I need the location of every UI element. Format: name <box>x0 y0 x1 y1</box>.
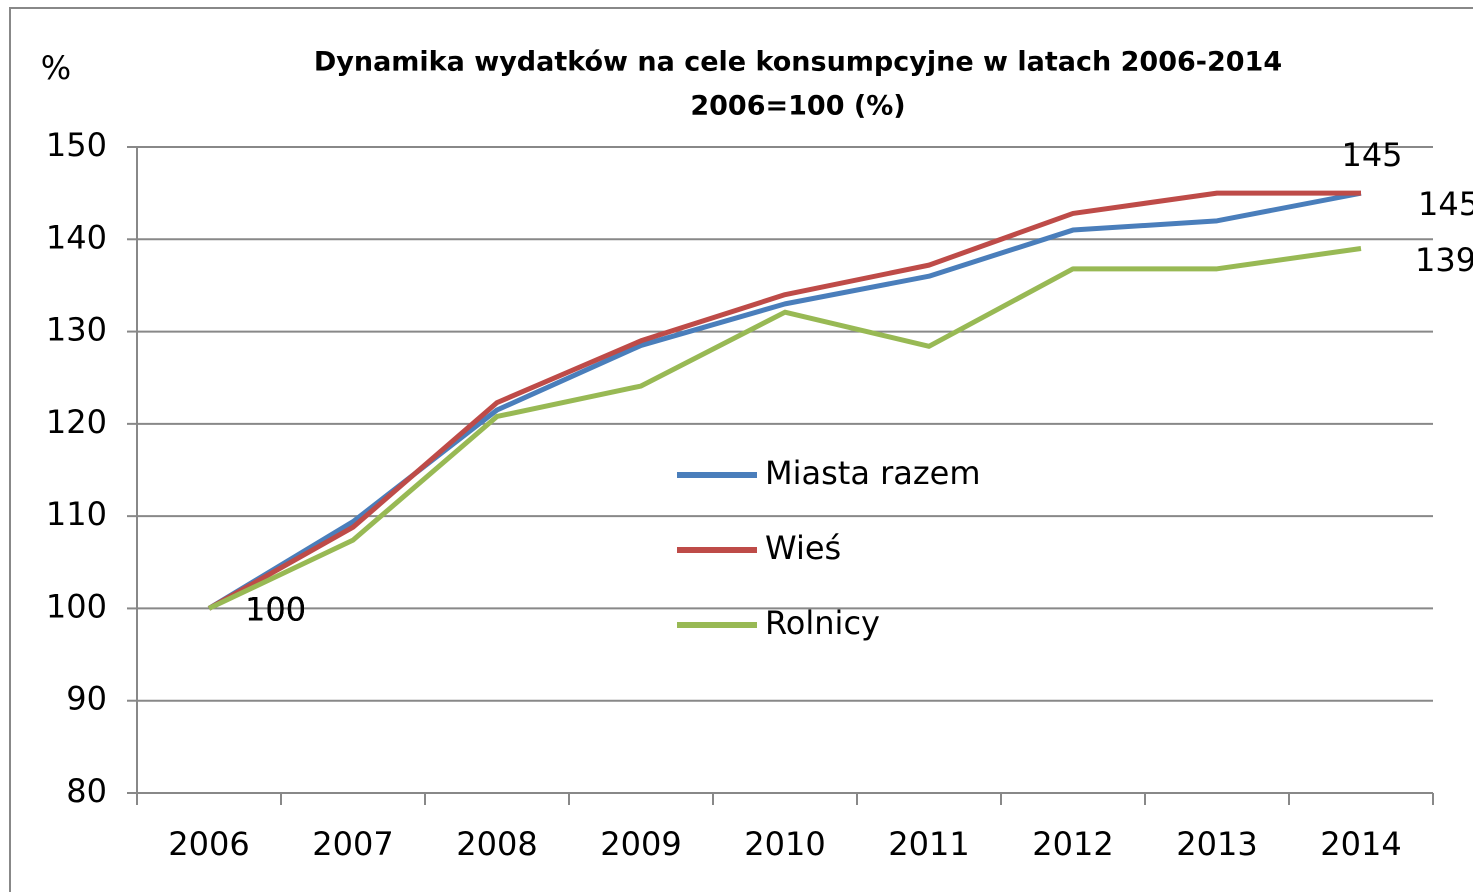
x-tick-label: 2008 <box>456 825 537 863</box>
y-tick-label: 110 <box>46 495 107 533</box>
data-label: 145 <box>1341 136 1402 174</box>
data-label: 100 <box>245 590 306 628</box>
x-tick-label: 2007 <box>312 825 393 863</box>
data-label: 100 <box>245 590 306 628</box>
x-tick-label: 2006 <box>168 825 249 863</box>
x-tick-label: 2009 <box>600 825 681 863</box>
y-tick-label: 150 <box>46 126 107 164</box>
chart-subtitle: 2006=100 (%) <box>690 91 905 122</box>
series-line <box>207 190 1361 611</box>
y-tick-label: 80 <box>66 772 107 810</box>
legend-label: Wieś <box>765 529 841 567</box>
y-tick-label: 90 <box>66 680 107 718</box>
x-tick-label: 2012 <box>1032 825 1113 863</box>
y-tick-label: 140 <box>46 218 107 256</box>
legend-label: Rolnicy <box>765 604 880 642</box>
chart-frame <box>9 7 1473 892</box>
data-label: 139 <box>1415 241 1473 279</box>
x-tick-label: 2013 <box>1176 825 1257 863</box>
y-tick-label: 130 <box>46 311 107 349</box>
x-tick-label: 2014 <box>1320 825 1401 863</box>
y-tick-label: 100 <box>46 587 107 625</box>
chart-title: Dynamika wydatków na cele konsumpcyjne w… <box>314 47 1282 78</box>
y-axis-label: % <box>41 49 71 87</box>
x-tick-label: 2011 <box>888 825 969 863</box>
series-line <box>207 246 1362 611</box>
legend-label: Miasta razem <box>765 454 981 492</box>
x-tick-label: 2010 <box>744 825 825 863</box>
data-label: 145 <box>1418 185 1473 223</box>
y-tick-label: 120 <box>46 403 107 441</box>
data-label: 100 <box>245 590 306 628</box>
